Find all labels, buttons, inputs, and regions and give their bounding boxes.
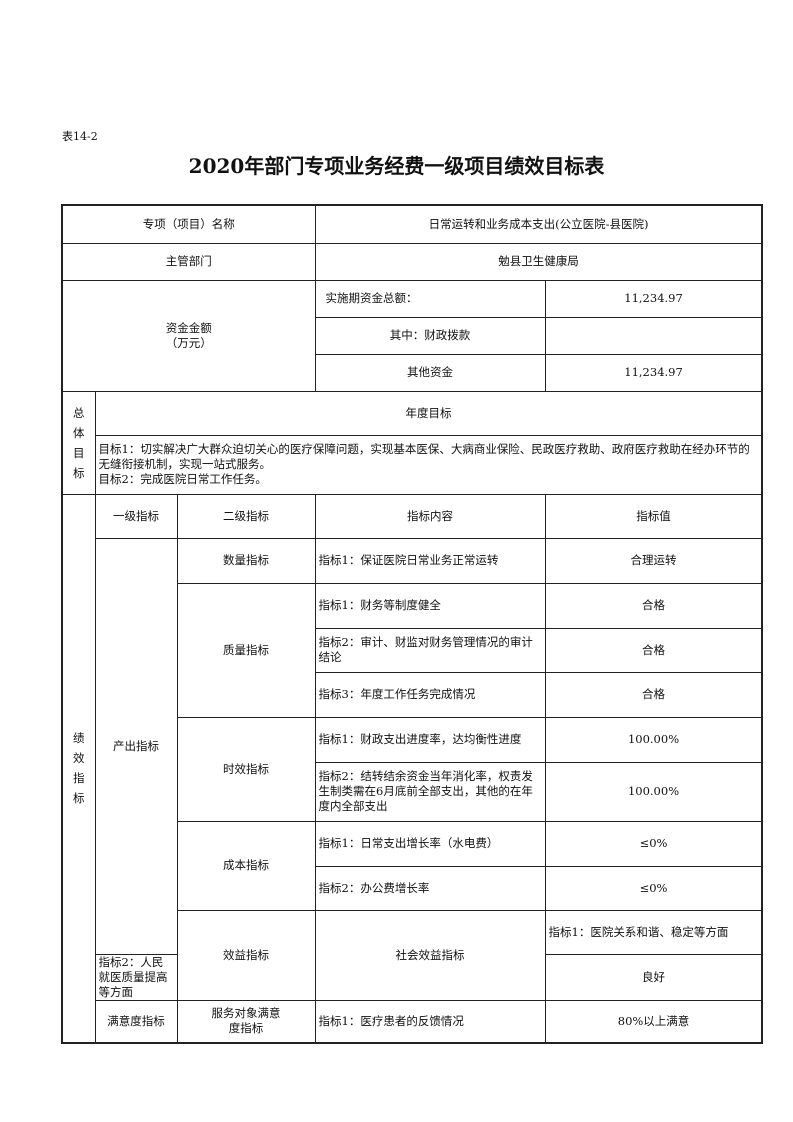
- level2-quantity: 数量指标: [176, 537, 316, 584]
- table-number: 表14-2: [62, 130, 98, 143]
- total-fund-label: 实施期资金总额：: [314, 279, 546, 318]
- indicator-value: 合格: [544, 671, 763, 718]
- indicator-value: ≤0%: [544, 865, 763, 911]
- indicator-content: 指标1：财务等制度健全: [314, 582, 546, 629]
- indicator-value: 合格: [544, 627, 763, 673]
- indicator-value: ≤0%: [544, 820, 763, 867]
- level1-output: 产出指标: [94, 537, 178, 955]
- indicator-value: 80%以上满意: [544, 999, 763, 1044]
- level2-service-satisfaction: 服务对象满意度指标: [176, 999, 316, 1044]
- indicator-content: 指标3：年度工作任务完成情况: [314, 671, 546, 718]
- other-fund-value: 11,234.97: [544, 353, 763, 392]
- header-content: 指标内容: [314, 493, 546, 539]
- indicator-value: 100.00%: [544, 761, 763, 822]
- indicator-value: 合理运转: [544, 537, 763, 584]
- header-level1: 一级指标: [94, 493, 178, 539]
- level1-benefit: 效益指标: [176, 909, 316, 1001]
- annual-goal-header: 年度目标: [94, 390, 763, 436]
- indicator-value: 100.00%: [544, 716, 763, 763]
- fiscal-fund-value: [544, 316, 763, 355]
- level2-quality: 质量指标: [176, 582, 316, 718]
- level2-cost: 成本指标: [176, 820, 316, 911]
- indicator-content: 指标1：医院关系和谐、稳定等方面: [544, 909, 763, 955]
- indicator-content: 指标2：结转结余资金当年消化率，权责发生制类需在6月底前全部支出，其他的在年度内…: [314, 761, 546, 822]
- project-name-value: 日常运转和业务成本支出(公立医院-县医院): [314, 204, 763, 244]
- goal-2: 目标2：完成医院日常工作任务。: [98, 472, 267, 486]
- fund-label: 资金金额: [165, 320, 212, 335]
- level2-timeliness: 时效指标: [176, 716, 316, 822]
- fund-label-cell: 资金金额 （万元）: [61, 279, 316, 392]
- indicator-content: 指标1：财政支出进度率，达均衡性进度: [314, 716, 546, 763]
- dept-label: 主管部门: [61, 242, 316, 281]
- indicator-content: 指标1：日常支出增长率（水电费）: [314, 820, 546, 867]
- fund-unit: （万元）: [165, 335, 212, 350]
- indicator-content: 指标2：人民就医质量提高等方面: [94, 953, 178, 1001]
- project-name-label: 专项（项目）名称: [61, 204, 316, 244]
- perf-indicator-label: 绩效指标: [61, 493, 96, 1044]
- header-value: 指标值: [544, 493, 763, 539]
- page-title: 2020年部门专项业务经费一级项目绩效目标表: [188, 154, 605, 178]
- indicator-value: 良好: [544, 953, 763, 1001]
- header-level2: 二级指标: [176, 493, 316, 539]
- overall-goal-label: 总体目标: [61, 390, 96, 495]
- annual-goal-text: 目标1：切实解决广大群众迫切关心的医疗保障问题，实现基本医保、大病商业保险、民政…: [94, 434, 763, 495]
- fiscal-fund-label: 其中：财政拨款: [314, 316, 546, 355]
- indicator-content: 指标1：医疗患者的反馈情况: [314, 999, 546, 1044]
- indicator-content: 指标2：审计、财监对财务管理情况的审计结论: [314, 627, 546, 673]
- level1-satisfaction: 满意度指标: [94, 999, 178, 1044]
- performance-target-table: 专项（项目）名称 日常运转和业务成本支出(公立医院-县医院) 主管部门 勉县卫生…: [61, 204, 764, 1044]
- indicator-value: 合格: [544, 582, 763, 629]
- total-fund-value: 11,234.97: [544, 279, 763, 318]
- goal-1: 目标1：切实解决广大群众迫切关心的医疗保障问题，实现基本医保、大病商业保险、民政…: [98, 442, 750, 471]
- indicator-content: 指标1：保证医院日常业务正常运转: [314, 537, 546, 584]
- dept-value: 勉县卫生健康局: [314, 242, 763, 281]
- other-fund-label: 其他资金: [314, 353, 546, 392]
- level2-social-benefit: 社会效益指标: [314, 909, 546, 1001]
- indicator-content: 指标2：办公费增长率: [314, 865, 546, 911]
